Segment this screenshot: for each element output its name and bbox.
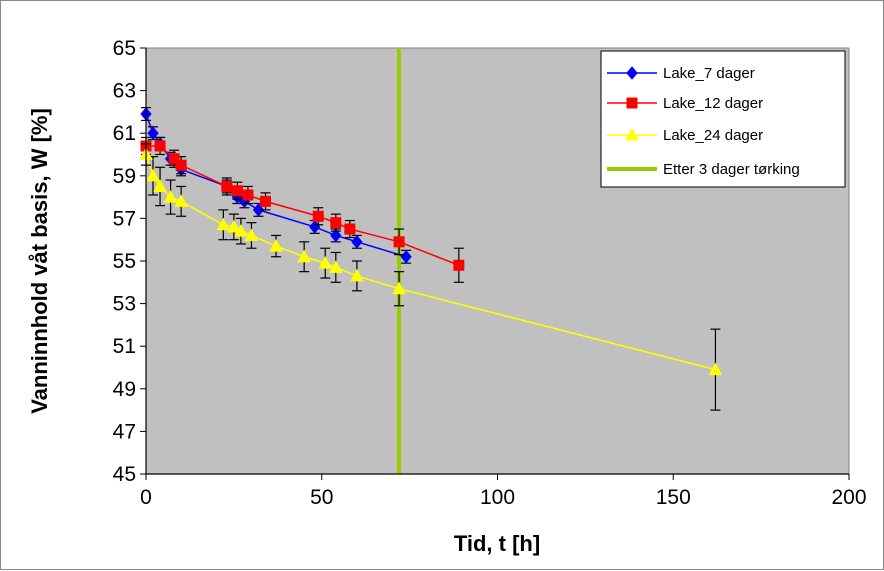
- data-point: [453, 259, 465, 271]
- data-point: [168, 153, 180, 165]
- y-tick-label: 61: [113, 122, 136, 145]
- legend: Lake_7 dager Lake_12 dager Lake_24 dager Et…: [600, 50, 846, 188]
- legend-items: Lake_7 dager Lake_12 dager Lake_24 dager Et…: [607, 65, 800, 178]
- data-point: [252, 203, 265, 217]
- data-point: [318, 256, 333, 269]
- data-point: [231, 185, 243, 197]
- data-point: [297, 249, 312, 263]
- data-point: [328, 260, 343, 273]
- data-point: [708, 362, 723, 376]
- data-point: [330, 228, 342, 243]
- data-point: [344, 223, 356, 235]
- x-axis-title: Tid, t [h]: [454, 531, 540, 556]
- data-point: [260, 195, 272, 207]
- data-point: [269, 239, 283, 252]
- legend-label: Lake_12 dager: [663, 95, 763, 112]
- y-axis-title: Vanninnhold våt basis, W [%]: [27, 108, 52, 414]
- data-point: [147, 126, 159, 140]
- x-tick-label: 200: [831, 486, 866, 509]
- y-tick-label: 47: [113, 420, 136, 443]
- legend-label: Lake_7 dager: [663, 65, 755, 82]
- data-point: [221, 180, 233, 192]
- data-point: [154, 140, 166, 152]
- legend-marker: [626, 66, 638, 80]
- x-tick-label: 50: [310, 486, 333, 509]
- y-tick-label: 49: [113, 378, 136, 401]
- data-point: [392, 281, 406, 295]
- data-point: [351, 235, 363, 249]
- data-point: [330, 217, 342, 229]
- y-tick-label: 55: [113, 250, 136, 273]
- y-tick-label: 45: [113, 463, 136, 486]
- y-tick-label: 57: [113, 207, 136, 230]
- data-point: [350, 268, 364, 282]
- axis-layer: 45 47 49 51 53 55 57 59 61 63 65 0 50 100 150 200: [113, 37, 867, 509]
- y-tick-label: 59: [113, 165, 136, 188]
- data-point: [153, 179, 167, 192]
- legend-label: Lake_24 dager: [663, 127, 763, 144]
- data-point: [393, 236, 405, 248]
- y-tick-label: 63: [113, 80, 136, 103]
- x-tick-label: 150: [656, 486, 691, 509]
- legend-marker: [625, 127, 639, 141]
- legend-label: Etter 3 dager tørking: [663, 161, 800, 178]
- data-point: [242, 189, 254, 201]
- data-point: [174, 194, 188, 207]
- data-point: [163, 190, 178, 203]
- y-tick-label: 65: [113, 37, 136, 60]
- data-point: [312, 210, 324, 222]
- data-point: [234, 224, 248, 237]
- data-point: [227, 219, 241, 233]
- x-tick-label: 0: [140, 486, 152, 509]
- data-point: [146, 168, 160, 182]
- y-tick-label: 53: [113, 293, 136, 316]
- legend-marker: [626, 97, 638, 109]
- x-tick-label: 100: [480, 486, 515, 509]
- data-point: [175, 159, 187, 171]
- series-3: [139, 143, 723, 411]
- data-point: [244, 228, 259, 241]
- data-point: [216, 217, 231, 231]
- y-tick-label: 51: [113, 335, 136, 358]
